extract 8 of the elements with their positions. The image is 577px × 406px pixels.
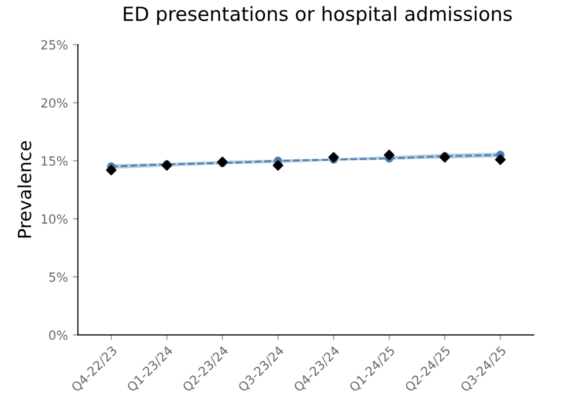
- y-tick-label: 5%: [49, 272, 68, 282]
- y-tick-label: 10%: [42, 214, 68, 224]
- y-axis-title: Prevalence: [17, 141, 32, 238]
- chart-title: ED presentations or hospital admissions: [124, 6, 512, 25]
- y-tick-label: 0%: [49, 330, 68, 340]
- y-tick-label: 15%: [42, 156, 68, 166]
- y-tick-label: 20%: [41, 98, 68, 108]
- y-tick-label: 25%: [41, 40, 68, 50]
